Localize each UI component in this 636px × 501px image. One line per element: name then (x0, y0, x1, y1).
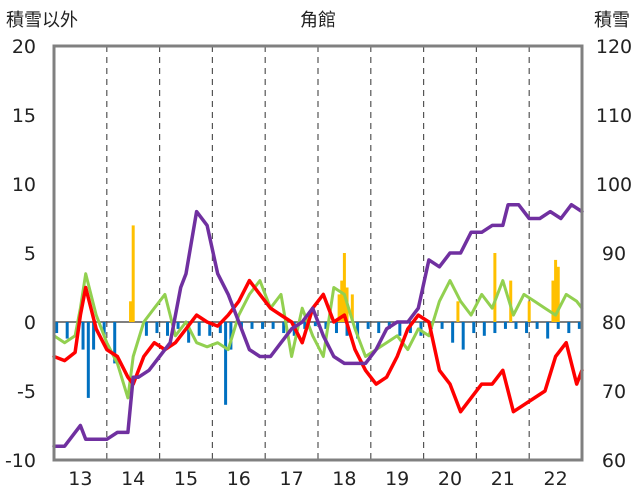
purple-series-line (52, 202, 584, 448)
blue-bars-bar (81, 322, 85, 350)
left-y-tick-label: 15 (12, 105, 36, 127)
blue-bars-bar (567, 322, 571, 334)
right-y-tick-label: 60 (602, 450, 626, 472)
blue-bars-bar (366, 322, 370, 329)
blue-bars-bar (113, 322, 117, 364)
blue-bars-bar (102, 322, 106, 336)
right-y-tick-label: 100 (596, 174, 632, 196)
blue-bars-bar (556, 322, 560, 329)
blue-bars-bar (282, 322, 286, 334)
orange-bars-bar (337, 294, 341, 322)
blue-bars-bar (155, 322, 159, 334)
blue-bars-bar (514, 322, 518, 329)
x-tick-label: 18 (332, 468, 356, 490)
blue-bars-bar (535, 322, 539, 329)
blue-bars-bar (546, 322, 550, 339)
x-tick-label: 13 (68, 468, 92, 490)
left-y-tick-label: 20 (12, 36, 36, 58)
left-y-tick-label: 0 (24, 312, 36, 334)
right-axis-label: 積雪 (594, 10, 630, 31)
right-y-tick-label: 70 (602, 381, 626, 403)
x-tick-label: 16 (227, 468, 251, 490)
x-tick-label: 19 (385, 468, 409, 490)
orange-bars-bar (131, 225, 135, 322)
orange-bars-bar (342, 253, 346, 322)
right-y-tick-label: 90 (602, 243, 626, 265)
blue-bars-bar (250, 322, 254, 329)
blue-bars-bar (208, 322, 212, 336)
left-y-tick-label: 10 (12, 174, 36, 196)
x-tick-label: 21 (491, 468, 515, 490)
tick-layer: -10 -5 0 5 10 15 20 60 70 80 90 100 110 120 13 14 15 16 17… (5, 36, 632, 490)
orange-bars-bar (527, 301, 531, 322)
blue-bars-bar (92, 322, 96, 350)
orange-bars-bar (340, 280, 344, 322)
right-y-tick-label: 80 (602, 312, 626, 334)
blue-bars-bar (144, 322, 148, 336)
blue-bars-bar (218, 322, 222, 334)
blue-bars-bar (166, 322, 170, 336)
orange-bars-bar (551, 280, 555, 322)
blue-bars-bar (65, 322, 69, 339)
blue-bars-bar (493, 322, 497, 334)
chart-title: 角館 (300, 10, 336, 31)
orange-bars-bar (350, 294, 354, 322)
blue-bars-bar (525, 322, 529, 334)
blue-bars-bar (472, 322, 476, 334)
blue-bars-bar (224, 322, 228, 405)
blue-bars-bar (313, 322, 317, 327)
green-series-line (52, 272, 584, 400)
blue-bars-bar (271, 322, 275, 329)
orange-bars-bar (456, 301, 460, 322)
blue-bars-bar (482, 322, 486, 336)
plot-frame (52, 44, 584, 462)
blue-bars-bar (55, 322, 59, 334)
blue-bars-bar (176, 322, 180, 329)
blue-bars-bar (356, 322, 360, 339)
blue-bars-bar (197, 322, 201, 336)
blue-bars-bar (303, 322, 307, 329)
x-tick-label: 17 (280, 468, 304, 490)
x-tick-label: 20 (438, 468, 462, 490)
orange-bars-bar (554, 259, 558, 322)
blue-bars-bar (261, 322, 265, 329)
blue-bars-bar (187, 322, 191, 343)
blue-bars-bar (377, 322, 381, 334)
x-tick-label: 15 (174, 468, 198, 490)
blue-bars-bar (324, 322, 328, 329)
blue-bars-bar (461, 322, 465, 350)
orange-bars-bar (556, 266, 560, 322)
x-tick-label: 14 (121, 468, 145, 490)
orange-bars-bar (129, 301, 133, 322)
blue-bars-bar (451, 322, 455, 343)
left-y-tick-label: -10 (5, 450, 36, 472)
blue-bars-bar (334, 322, 338, 334)
blue-bars-bar (503, 322, 507, 329)
right-y-tick-label: 120 (596, 36, 632, 58)
right-y-tick-label: 110 (596, 105, 632, 127)
left-y-tick-label: -5 (17, 381, 36, 403)
left-axis-label: 積雪以外 (6, 10, 78, 31)
blue-bars-bar (577, 322, 581, 329)
blue-bars-bar (398, 322, 402, 336)
blue-bars-bar (440, 322, 444, 329)
blue-bars-bar (86, 322, 90, 398)
left-y-tick-label: 5 (24, 243, 36, 265)
orange-bars-bar (493, 253, 497, 322)
x-tick-label: 22 (544, 468, 568, 490)
series-layer (52, 202, 584, 448)
